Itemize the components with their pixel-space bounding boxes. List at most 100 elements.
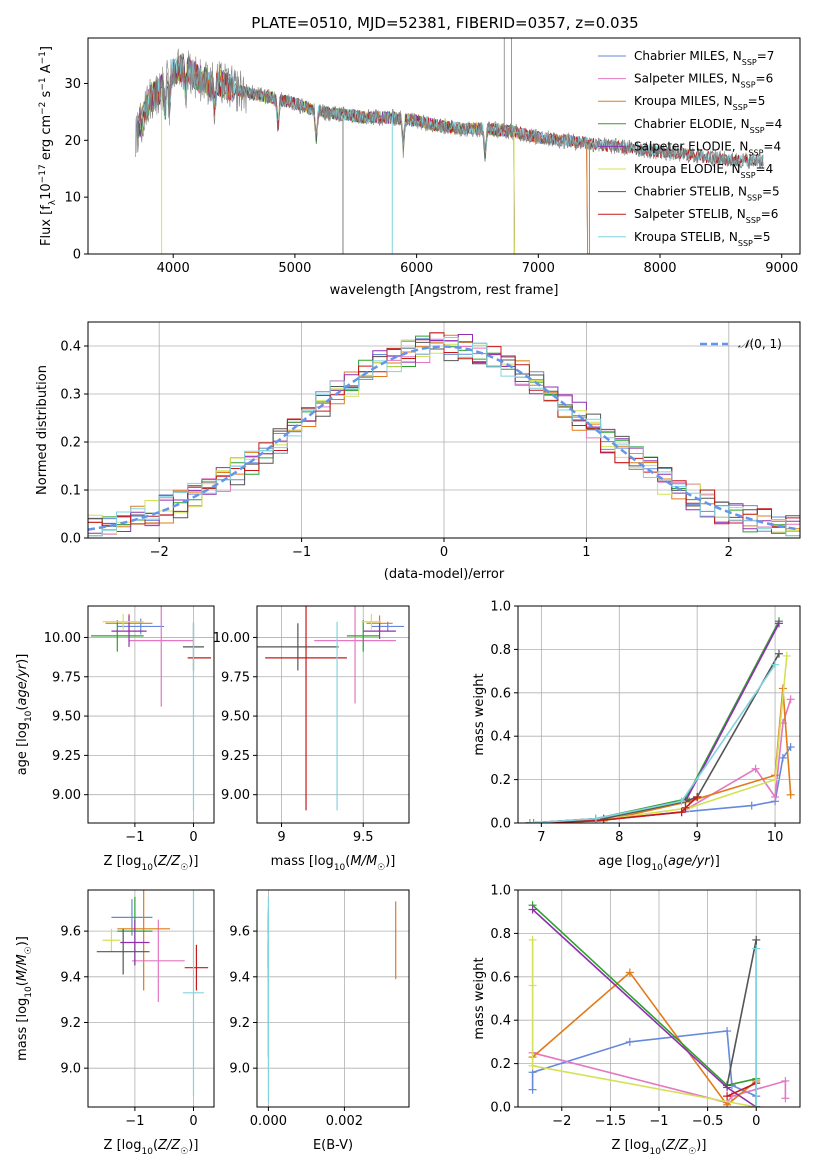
spectrum-plot-area: [135, 38, 764, 254]
y-tick-label: 1.0: [490, 600, 511, 615]
label-part: ☉: [180, 1147, 188, 1157]
label-part: erg cm: [39, 115, 54, 164]
legend-n: =4: [763, 139, 781, 153]
label-part: −17: [38, 164, 48, 183]
label-part: Z [log: [612, 1138, 650, 1153]
x-tick-label: 8: [615, 830, 623, 845]
x-tick-label: 10: [767, 830, 784, 845]
y-tick-label: 20: [64, 134, 81, 149]
label-part: λ: [48, 199, 58, 205]
y-tick-label: 9.6: [60, 925, 81, 940]
y-axis-label: age [log10(age/yr)]: [15, 654, 34, 776]
legend-name: Salpeter MILES, N: [634, 72, 741, 86]
y-axis-label: Flux [fλ10−17 erg cm−2 s−1 A−1]: [38, 46, 58, 246]
y-tick-label: 0.2: [490, 773, 511, 788]
legend-name: Chabrier MILES, N: [634, 49, 742, 63]
x-tick-label: 7000: [522, 261, 555, 276]
x-tick-label: −1.5: [595, 1114, 627, 1129]
label-part: Z/Z: [157, 854, 181, 869]
label-part: 10: [334, 863, 346, 873]
label-part: )]: [710, 854, 720, 869]
y-tick-label: 9.25: [52, 749, 81, 764]
x-tick-label: 0.002: [326, 1114, 363, 1129]
x-tick-label: 0.000: [250, 1114, 287, 1129]
axes-frame: [87, 889, 215, 1108]
y-tick-label: 0.0: [490, 817, 511, 832]
label-part: 10: [24, 986, 34, 998]
y-tick-label: 10.00: [213, 631, 250, 646]
label-part: Flux [f: [39, 205, 54, 246]
label-part: 10: [651, 863, 663, 873]
y-tick-label: 9.50: [52, 710, 81, 725]
x-tick-label: 9: [693, 830, 701, 845]
y-axis-label: Normed distribution: [35, 365, 50, 495]
x-axis-label: mass [log10(M/M☉)]: [271, 854, 396, 873]
label-part: (: [15, 981, 30, 986]
legend-n: =6: [761, 207, 779, 221]
x-tick-label: 5000: [278, 261, 311, 276]
y-tick-label: 9.4: [229, 970, 250, 985]
figure-title: PLATE=0510, MJD=52381, FIBERID=0357, z=0…: [251, 14, 638, 32]
label-part: (: [153, 854, 158, 869]
legend-entry: Kroupa STELIB, NSSP=5: [634, 230, 771, 248]
legend-n: =5: [762, 185, 780, 199]
weight-vs-Z-plot-area: [528, 901, 790, 1107]
label-part: )]: [188, 1138, 198, 1153]
label-part: 10: [649, 1147, 661, 1157]
label-part: Z [log: [104, 854, 142, 869]
weight-line-series-6: [531, 939, 757, 1107]
y-tick-label: 9.0: [229, 1062, 250, 1077]
legend-sub: SSP: [746, 216, 761, 225]
axes-frame: [517, 889, 801, 1108]
mass-vs-EBV-plot-area: [267, 896, 397, 1103]
label-part: (: [153, 1138, 158, 1153]
label-part: Z/Z: [157, 1138, 181, 1153]
y-tick-label: 9.25: [221, 749, 250, 764]
legend-entry: Kroupa ELODIE, NSSP=4: [634, 162, 773, 180]
label-part: −1: [38, 77, 48, 90]
x-axis-label: age [log10(age/yr)]: [598, 854, 720, 873]
mass-vs-Z-panel: −1 09.09.29.49.6Z [log10(Z/Z☉)]mass [log1…: [15, 889, 215, 1157]
legend-n: =4: [756, 162, 774, 176]
label-part: Z [log: [104, 1138, 142, 1153]
legend-sub: SSP: [747, 193, 762, 202]
legend-entry: Chabrier STELIB, NSSP=5: [634, 185, 780, 203]
x-tick-label: −0.5: [692, 1114, 724, 1129]
y-tick-label: 10: [64, 191, 81, 206]
axes-frame: [87, 321, 801, 539]
x-tick-label: 8000: [643, 261, 676, 276]
y-tick-label: 9.0: [60, 1062, 81, 1077]
y-axis-label: mass weight: [472, 673, 487, 755]
age-vs-mass-panel: 9 9.5 9.00 9.25 9.50 9.75 10.00 mass [log10(M/M…: [213, 605, 410, 873]
x-tick-label: −1: [649, 1114, 668, 1129]
y-axis-label: mass [log10(M/M☉)]: [15, 936, 34, 1061]
y-tick-label: 0.1: [60, 484, 81, 499]
label-part: (: [345, 854, 350, 869]
axes-frame: [87, 605, 215, 824]
label-part: )]: [15, 936, 30, 946]
label-part: ☉: [377, 863, 385, 873]
label-part: ]: [39, 46, 54, 51]
weight-line-series-4: [529, 620, 780, 823]
y-tick-label: 9.75: [52, 670, 81, 685]
x-axis-label: Z [log10(Z/Z☉)]: [104, 1138, 199, 1157]
label-part: ☉: [24, 946, 34, 954]
weight-line-series-9: [529, 664, 776, 823]
x-tick-label: 9000: [765, 261, 798, 276]
weight-vs-Z-panel: −2 −1.5 −1 −0.5 0 0.0 0.2 0.4 0.6 0.8 1.0 Z [log10(…: [472, 884, 801, 1157]
label-part: (: [661, 1138, 666, 1153]
y-tick-label: 9.50: [221, 710, 250, 725]
legend-sub: SSP: [738, 238, 753, 247]
x-tick-label: 2: [725, 545, 733, 560]
legend-name: Chabrier STELIB, N: [634, 185, 747, 199]
x-tick-label: 0: [752, 1114, 760, 1129]
label-part: ☉: [688, 1147, 696, 1157]
normal-reference-curve: [88, 345, 800, 531]
x-axis-label: wavelength [Angstrom, rest frame]: [330, 283, 559, 298]
legend-sub: SSP: [750, 125, 765, 134]
legend-name: Kroupa MILES, N: [634, 94, 733, 108]
y-tick-label: 0: [73, 248, 81, 263]
legend-entry: Salpeter ELODIE, NSSP=4: [634, 139, 781, 157]
spectrum-panel: 4000 5000 6000 7000 8000 9000 0 10 20 30 wavelengt…: [38, 37, 801, 298]
legend-entry: Chabrier MILES, NSSP=7: [634, 49, 774, 67]
